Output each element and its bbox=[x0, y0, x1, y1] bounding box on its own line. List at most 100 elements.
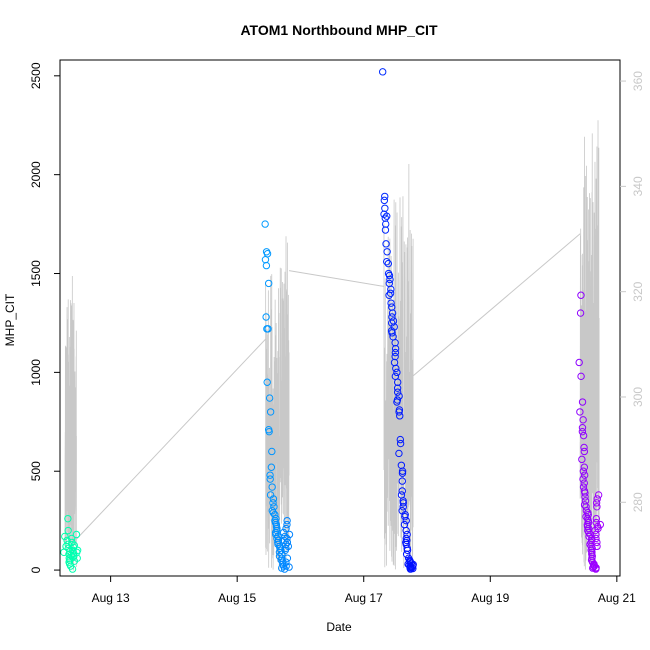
data-point bbox=[393, 384, 402, 392]
data-point bbox=[581, 489, 589, 497]
axes-layer: Aug 13 Aug 15 Aug 17 Aug 19 Aug 21 0 500 1000 15… bbox=[29, 59, 645, 605]
data-point bbox=[385, 291, 393, 299]
data-point bbox=[283, 520, 291, 529]
data-point bbox=[383, 257, 391, 266]
data-point bbox=[580, 447, 589, 456]
x-tick-label: Aug 17 bbox=[345, 591, 383, 605]
data-point bbox=[283, 516, 291, 525]
plot-frame bbox=[59, 59, 621, 577]
data-point bbox=[266, 475, 274, 483]
data-point bbox=[382, 240, 390, 248]
data-point bbox=[393, 368, 401, 377]
overlay-bridge-line bbox=[76, 338, 267, 540]
data-point bbox=[578, 427, 587, 436]
data-point bbox=[399, 503, 407, 511]
data-point bbox=[399, 499, 407, 507]
data-point bbox=[577, 372, 585, 381]
data-point bbox=[593, 503, 601, 511]
data-point bbox=[385, 271, 394, 280]
data-point bbox=[593, 538, 601, 547]
overlay-bridge-line bbox=[412, 233, 581, 377]
data-point bbox=[264, 325, 272, 333]
data-point bbox=[402, 516, 410, 525]
data-point bbox=[269, 509, 277, 517]
data-point bbox=[398, 469, 407, 477]
data-point bbox=[381, 192, 389, 201]
y-tick-label: 1500 bbox=[29, 260, 43, 287]
data-point bbox=[576, 309, 585, 317]
data-point bbox=[275, 552, 284, 560]
y2-tick-label: 280 bbox=[631, 492, 645, 512]
data-point bbox=[68, 565, 77, 573]
x-tick-label: Aug 15 bbox=[218, 591, 256, 605]
data-point bbox=[282, 524, 290, 533]
overlay-line-segment bbox=[383, 164, 414, 570]
data-point bbox=[396, 412, 404, 420]
data-point bbox=[409, 560, 417, 569]
data-point bbox=[581, 493, 589, 501]
data-point bbox=[596, 520, 605, 529]
y-tick-label: 1000 bbox=[29, 359, 43, 386]
data-point bbox=[272, 530, 280, 539]
data-point bbox=[266, 408, 275, 416]
data-point bbox=[388, 309, 397, 317]
data-point bbox=[576, 408, 584, 416]
y-tick-label: 2500 bbox=[29, 62, 43, 89]
data-point bbox=[398, 487, 406, 495]
data-point bbox=[266, 471, 274, 479]
data-point bbox=[72, 530, 81, 539]
data-point bbox=[283, 534, 291, 543]
data-point bbox=[378, 68, 387, 76]
data-point bbox=[579, 416, 587, 424]
data-point bbox=[387, 299, 395, 307]
data-point bbox=[579, 467, 588, 475]
data-point bbox=[580, 471, 589, 479]
data-point bbox=[73, 554, 81, 562]
overlay-line-segment bbox=[64, 276, 77, 571]
data-point bbox=[283, 554, 292, 562]
data-point bbox=[268, 483, 276, 491]
data-point bbox=[383, 248, 391, 256]
data-point bbox=[592, 514, 601, 523]
y-tick-label: 500 bbox=[29, 461, 43, 481]
data-point bbox=[578, 424, 587, 432]
data-point bbox=[577, 291, 585, 299]
overlay-bridge-line bbox=[288, 270, 385, 287]
data-point bbox=[63, 536, 71, 545]
chart-title: ATOM1 Northbound MHP_CIT bbox=[240, 22, 437, 38]
data-point bbox=[267, 463, 276, 471]
data-point bbox=[264, 279, 273, 288]
y2-tick-label: 300 bbox=[631, 387, 645, 407]
x-tick-label: Aug 21 bbox=[598, 591, 636, 605]
data-point bbox=[396, 439, 405, 448]
data-point bbox=[388, 329, 396, 337]
data-point bbox=[383, 212, 391, 220]
data-point bbox=[262, 313, 270, 321]
data-point bbox=[398, 477, 406, 485]
data-point bbox=[284, 542, 293, 551]
data-point bbox=[593, 495, 601, 503]
data-point bbox=[403, 546, 412, 554]
data-point bbox=[285, 563, 293, 571]
data-point bbox=[402, 550, 411, 558]
y2-tick-label: 320 bbox=[631, 281, 645, 301]
scatter-points-layer bbox=[60, 68, 605, 573]
data-point bbox=[396, 435, 405, 444]
data-point bbox=[263, 378, 271, 386]
data-point bbox=[61, 532, 69, 541]
data-point bbox=[579, 431, 588, 440]
data-point bbox=[580, 443, 588, 452]
x-tick-label: Aug 13 bbox=[92, 591, 130, 605]
data-point bbox=[285, 530, 294, 539]
data-point bbox=[402, 526, 410, 535]
data-point bbox=[380, 196, 389, 205]
data-point bbox=[393, 398, 401, 406]
y-axis-label: MHP_CIT bbox=[3, 293, 17, 346]
data-point bbox=[268, 447, 276, 456]
data-point bbox=[265, 394, 274, 402]
overlay-line-segment bbox=[579, 120, 600, 571]
data-point bbox=[64, 526, 72, 535]
data-point bbox=[392, 364, 400, 373]
